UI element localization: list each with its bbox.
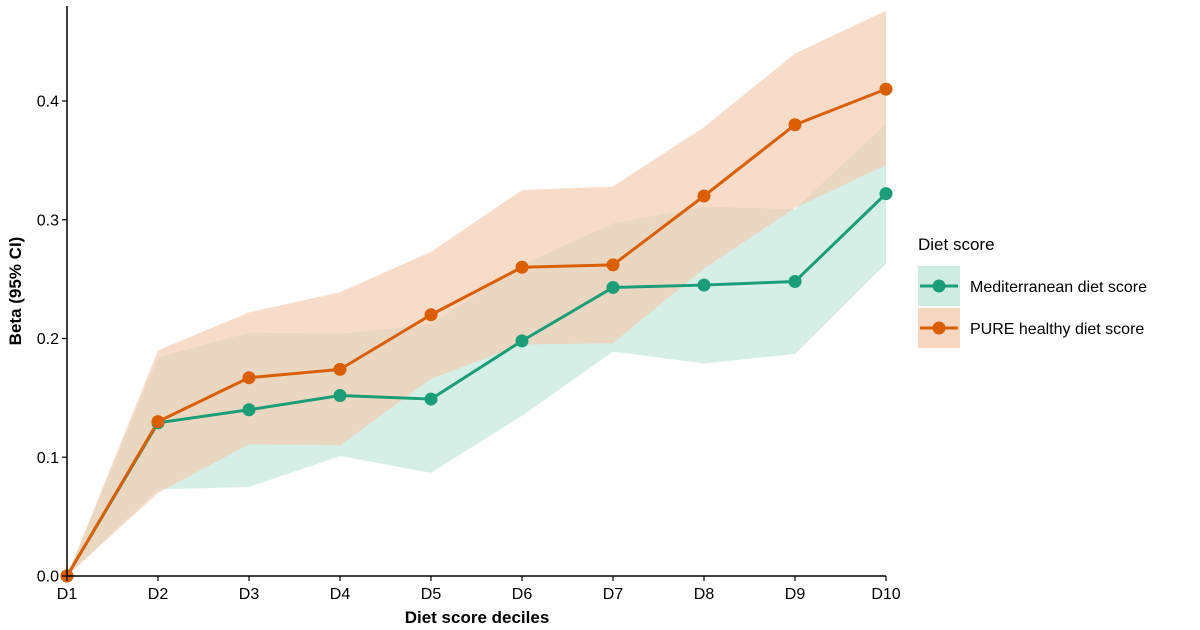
- pure-point-d6: [515, 260, 529, 274]
- x-tick-label: D7: [603, 586, 624, 603]
- series-lines: [65, 87, 888, 577]
- pure-point-d2: [151, 415, 165, 429]
- y-tick-label: 0.0: [37, 569, 59, 586]
- x-axis-ticks: D1 D2 D3 D4 D5 D6 D7 D8 D9 D10: [57, 576, 901, 603]
- mediterranean-legend-label: Mediterranean diet score: [970, 279, 1147, 296]
- y-tick-label: 0.1: [37, 450, 59, 467]
- y-axis-title: Beta (95% CI): [6, 237, 25, 346]
- mediterranean-point-d3: [242, 403, 256, 417]
- mediterranean-point-d10: [879, 187, 893, 201]
- x-tick-label: D10: [871, 586, 900, 603]
- mediterranean-point-d8: [697, 278, 711, 292]
- pure-ci-band: [67, 10, 886, 576]
- y-tick-label: 0.3: [37, 212, 59, 229]
- x-tick-label: D2: [148, 586, 169, 603]
- mediterranean-point-d9: [788, 275, 802, 288]
- pure-point-d3: [242, 371, 256, 385]
- ci-bands: [67, 10, 886, 576]
- pure-point-d5: [424, 308, 438, 322]
- pure-series-line: [65, 87, 887, 577]
- mediterranean-point-d5: [424, 392, 438, 406]
- pure-point-d10: [879, 82, 893, 96]
- pure-point-d4: [333, 362, 347, 376]
- legend-title: Diet score: [918, 235, 995, 254]
- x-axis-title: Diet score deciles: [405, 608, 550, 627]
- y-tick-label: 0.4: [37, 94, 59, 111]
- x-tick-label: D1: [57, 586, 78, 603]
- pure-legend-label: PURE healthy diet score: [970, 321, 1144, 338]
- pure-point-d9: [788, 118, 802, 132]
- pure-point-d8: [697, 189, 711, 203]
- x-tick-label: D4: [330, 586, 351, 603]
- y-axis-ticks: 0.0 0.1 0.2 0.3 0.4: [37, 94, 67, 586]
- x-tick-label: D6: [512, 586, 533, 603]
- x-tick-label: D8: [694, 586, 715, 603]
- mediterranean-legend-key-point: [932, 279, 946, 293]
- x-tick-label: D9: [785, 586, 806, 603]
- pure-legend-key-point: [932, 321, 946, 335]
- legend: Diet score Mediterranean diet score PURE …: [918, 235, 1147, 348]
- mediterranean-point-d4: [333, 389, 347, 402]
- mediterranean-point-d7: [606, 280, 620, 294]
- mediterranean-series-line: [65, 192, 888, 577]
- series-points: [60, 82, 893, 583]
- y-tick-label: 0.2: [37, 331, 59, 348]
- x-tick-label: D5: [421, 586, 442, 603]
- x-tick-label: D3: [239, 586, 260, 603]
- mediterranean-point-d6: [515, 334, 529, 348]
- pure-point-d7: [606, 258, 620, 272]
